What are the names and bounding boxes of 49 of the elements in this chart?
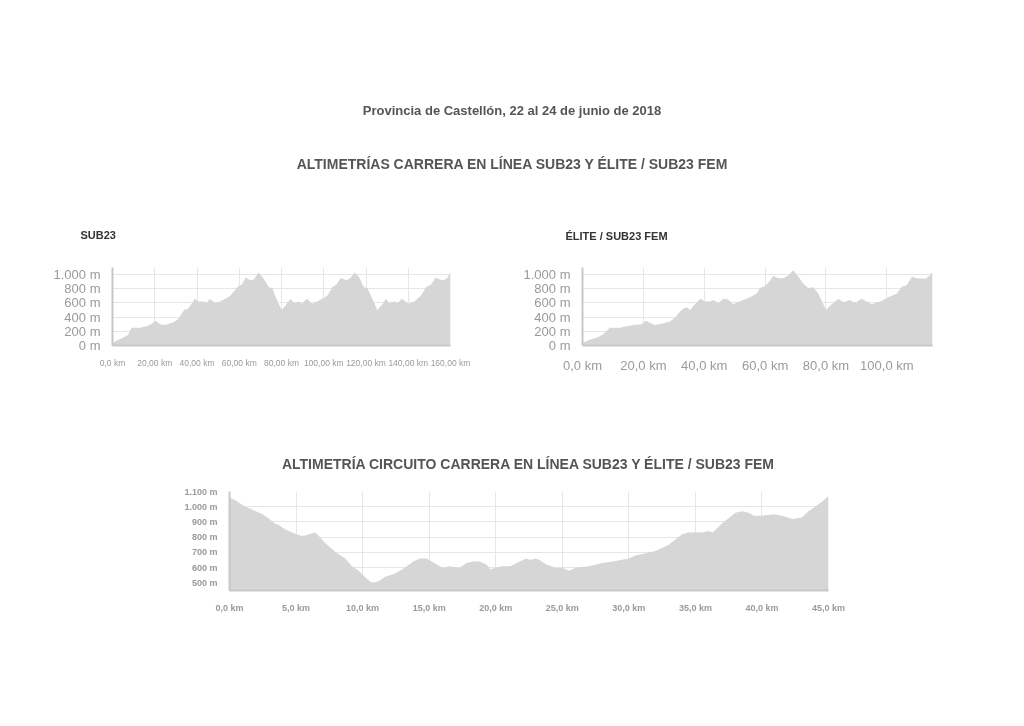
y-tick-label: 1.000 m xyxy=(523,267,571,283)
y-tick-label: 0 m xyxy=(548,338,571,353)
y-tick-label: 1.000 m xyxy=(53,267,101,283)
x-tick-label: 30,0 km xyxy=(612,602,646,613)
y-tick-label: 800 m xyxy=(64,281,101,297)
y-tick-label: 500 m xyxy=(191,577,218,588)
x-tick-label: 20,0 km xyxy=(620,357,667,373)
x-tick-label: 25,0 km xyxy=(545,602,579,613)
x-tick-label: 20,0 km xyxy=(479,602,513,613)
chart-title: SUB23 xyxy=(80,229,116,241)
y-tick-label: 800 m xyxy=(534,281,571,297)
y-tick-label: 1.100 m xyxy=(184,486,218,497)
x-tick-label: 35,0 km xyxy=(678,602,712,613)
x-tick-label: 45,0 km xyxy=(811,602,846,613)
y-tick-label: 400 m xyxy=(64,309,101,325)
x-tick-label: 80,0 km xyxy=(802,357,850,373)
x-tick-label: 160,00 km xyxy=(430,357,471,368)
x-tick-label: 40,00 km xyxy=(179,357,215,368)
chart-title: ALTIMETRÍA CIRCUITO CARRERA EN LÍNEA SUB23 Y ÉLITE / SUB23 FEM xyxy=(281,455,775,472)
y-tick-label: 900 m xyxy=(191,516,218,527)
y-tick-label: 800 m xyxy=(191,532,218,543)
x-tick-label: 15,0 km xyxy=(412,602,446,613)
x-tick-label: 80,00 km xyxy=(264,357,299,368)
x-tick-label: 20,00 km xyxy=(137,357,173,368)
x-tick-label: 100,0 km xyxy=(860,357,914,373)
y-tick-label: 700 m xyxy=(191,547,218,558)
y-tick-label: 0 m xyxy=(78,338,101,353)
x-tick-label: 5,0 km xyxy=(282,602,311,613)
x-tick-label: 40,0 km xyxy=(745,602,779,613)
x-tick-label: 60,00 km xyxy=(221,357,257,368)
x-tick-label: 0,0 km xyxy=(215,602,244,613)
x-tick-label: 0,0 km xyxy=(99,357,126,368)
x-tick-label: 100,00 km xyxy=(303,357,344,368)
y-tick-label: 1.000 m xyxy=(184,501,218,512)
y-tick-label: 200 m xyxy=(534,323,571,339)
x-tick-label: 120,00 km xyxy=(346,357,386,368)
x-tick-label: 0,0 km xyxy=(562,357,603,373)
text: ALTIMETRÍAS CARRERA EN LÍNEA SUB23 Y ÉLITE / SUB23 FEM xyxy=(296,155,728,174)
x-tick-label: 60,0 km xyxy=(741,357,789,373)
x-tick-label: 10,0 km xyxy=(346,602,380,613)
y-tick-label: 600 m xyxy=(534,295,571,311)
chart-title: ÉLITE / SUB23 FEM xyxy=(565,230,668,242)
y-tick-label: 200 m xyxy=(64,323,101,339)
y-tick-label: 600 m xyxy=(64,295,101,311)
x-tick-label: 140,00 km xyxy=(388,357,429,368)
text: Provincia de Castellón, 22 al 24 de junio de 2018 xyxy=(362,102,662,120)
y-tick-label: 600 m xyxy=(191,562,218,573)
x-tick-label: 40,0 km xyxy=(681,357,728,373)
y-tick-label: 400 m xyxy=(534,309,571,325)
